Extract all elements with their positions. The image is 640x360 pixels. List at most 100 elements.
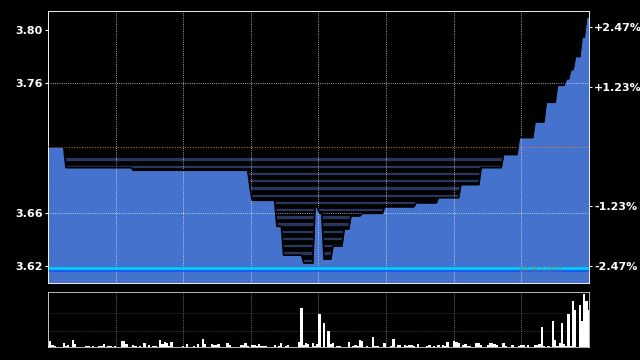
Bar	[319, 314, 321, 347]
Bar	[48, 216, 589, 217]
Bar	[361, 341, 364, 347]
Bar	[193, 346, 195, 347]
Bar	[437, 345, 440, 347]
Bar	[433, 346, 435, 347]
Bar	[547, 346, 550, 347]
Bar	[476, 343, 477, 347]
Bar	[143, 343, 146, 347]
Bar	[54, 346, 56, 347]
Bar	[48, 245, 589, 247]
Bar	[92, 346, 94, 347]
Bar	[554, 340, 556, 347]
Bar	[227, 343, 228, 347]
Bar	[446, 342, 449, 347]
Bar	[48, 238, 589, 239]
Bar	[213, 345, 215, 347]
Bar	[48, 187, 589, 189]
Bar	[392, 339, 395, 347]
Bar	[330, 344, 332, 347]
Bar	[148, 345, 150, 347]
Bar	[103, 344, 105, 347]
Bar	[413, 346, 415, 347]
Bar	[215, 345, 218, 347]
Bar	[48, 252, 589, 254]
Bar	[352, 346, 355, 347]
Bar	[253, 345, 255, 347]
Bar	[444, 346, 446, 347]
Bar	[339, 346, 341, 347]
Bar	[139, 346, 141, 347]
Bar	[48, 274, 589, 275]
Bar	[186, 344, 188, 347]
Bar	[63, 343, 65, 347]
Bar	[572, 301, 574, 347]
Bar	[260, 346, 262, 347]
Bar	[505, 346, 507, 347]
Bar	[285, 346, 287, 347]
Bar	[123, 341, 125, 347]
Bar	[428, 345, 431, 347]
Bar	[543, 346, 545, 347]
Bar	[365, 346, 368, 347]
Bar	[464, 344, 467, 347]
Bar	[278, 346, 280, 347]
Bar	[262, 346, 264, 347]
Bar	[108, 346, 109, 347]
Bar	[314, 346, 316, 347]
Bar	[556, 346, 559, 347]
Bar	[477, 343, 480, 347]
Bar	[462, 345, 464, 347]
Bar	[67, 345, 69, 347]
Bar	[397, 345, 399, 347]
Bar	[134, 346, 136, 347]
Bar	[74, 344, 76, 347]
Bar	[202, 339, 204, 347]
Bar	[48, 195, 589, 196]
Bar	[244, 343, 246, 347]
Bar	[298, 342, 300, 347]
Bar	[211, 344, 213, 347]
Bar	[51, 345, 54, 347]
Bar	[48, 166, 589, 167]
Bar	[170, 342, 173, 347]
Bar	[228, 346, 231, 347]
Bar	[534, 345, 536, 347]
Bar	[417, 344, 419, 347]
Bar	[48, 209, 589, 210]
Bar	[287, 345, 289, 347]
Bar	[258, 345, 260, 347]
Bar	[408, 345, 410, 347]
Bar	[372, 337, 374, 347]
Bar	[204, 345, 206, 347]
Bar	[527, 345, 529, 347]
Bar	[467, 346, 468, 347]
Bar	[493, 345, 495, 347]
Bar	[552, 321, 554, 347]
Bar	[280, 343, 282, 347]
Bar	[152, 346, 155, 347]
Bar	[159, 341, 161, 347]
Bar	[520, 345, 523, 347]
Bar	[561, 324, 563, 347]
Bar	[48, 202, 589, 203]
Bar	[468, 346, 471, 347]
Bar	[541, 328, 543, 347]
Bar	[72, 341, 74, 347]
Bar	[255, 346, 258, 347]
Bar	[563, 344, 565, 347]
Bar	[218, 345, 220, 347]
Bar	[87, 346, 90, 347]
Bar	[426, 346, 428, 347]
Text: sina.com: sina.com	[518, 264, 563, 274]
Bar	[581, 321, 583, 347]
Bar	[242, 345, 244, 347]
Bar	[480, 345, 482, 347]
Bar	[377, 346, 379, 347]
Bar	[323, 324, 325, 347]
Bar	[355, 345, 356, 347]
Bar	[328, 332, 330, 347]
Bar	[523, 345, 525, 347]
Bar	[502, 343, 505, 347]
Bar	[410, 345, 413, 347]
Bar	[47, 346, 49, 347]
